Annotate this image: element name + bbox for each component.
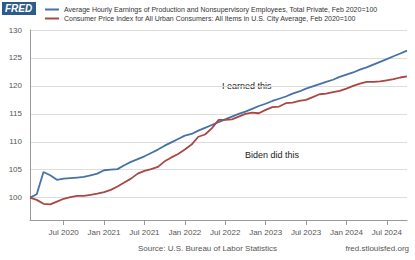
svg-text:Jul 2020: Jul 2020 [49, 228, 80, 237]
svg-text:FRED: FRED [5, 3, 32, 14]
svg-text:100: 100 [9, 193, 23, 202]
svg-text:Jul 2024: Jul 2024 [372, 228, 403, 237]
svg-text:Biden did this: Biden did this [245, 150, 300, 160]
svg-text:fred.stlouisfed.org: fred.stlouisfed.org [345, 244, 409, 253]
svg-text:Source: U.S. Bureau of Labor S: Source: U.S. Bureau of Labor Statistics [138, 244, 277, 253]
svg-text:I earned this: I earned this [222, 81, 272, 91]
svg-text:Jan 2022: Jan 2022 [168, 228, 201, 237]
svg-text:105: 105 [9, 165, 23, 174]
svg-text:Jul 2023: Jul 2023 [291, 228, 322, 237]
svg-text:Jul 2021: Jul 2021 [129, 228, 160, 237]
svg-text:130: 130 [9, 26, 23, 35]
svg-text:110: 110 [9, 137, 22, 146]
svg-text:120: 120 [9, 81, 23, 90]
svg-text:Jan 2021: Jan 2021 [88, 228, 121, 237]
svg-text:Average Hourly Earnings of Pro: Average Hourly Earnings of Production an… [64, 6, 377, 14]
svg-text:Consumer Price Index for All U: Consumer Price Index for All Urban Consu… [64, 15, 356, 23]
svg-text:Jan 2024: Jan 2024 [330, 228, 363, 237]
svg-text:Jul 2022: Jul 2022 [210, 228, 241, 237]
svg-text:125: 125 [9, 53, 23, 62]
svg-text:115: 115 [9, 109, 22, 118]
svg-text:Jan 2023: Jan 2023 [249, 228, 282, 237]
